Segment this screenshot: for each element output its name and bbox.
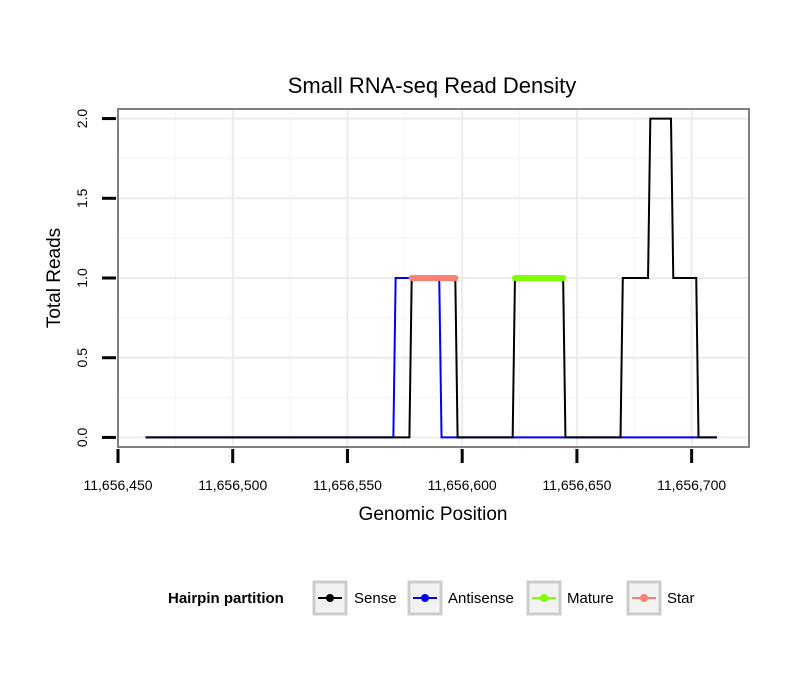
y-tick-label: 0.0 [74,427,90,447]
x-axis-title: Genomic Position [359,504,508,525]
legend-label-star: Star [667,590,695,607]
chart-title: Small RNA-seq Read Density [288,73,577,98]
legend-label-sense: Sense [354,590,397,607]
legend-title: Hairpin partition [168,590,284,607]
y-axis: 0.0 0.5 1.0 1.5 2.0 [74,109,116,447]
y-axis-title: Total Reads [44,228,65,328]
legend-key-point [540,594,548,602]
legend-key-point [421,594,429,602]
y-tick-label: 2.0 [74,109,90,129]
plot-border [117,108,750,448]
y-tick-label: 1.5 [74,188,90,208]
legend: Hairpin partition Sense Antisense Mature St… [168,580,695,616]
x-tick-label: 11,656,500 [198,477,267,493]
y-tick-label: 1.0 [74,268,90,288]
legend-key-point [326,594,334,602]
x-tick-label: 11,656,650 [542,477,611,493]
legend-label-antisense: Antisense [448,590,514,607]
x-tick-label: 11,656,550 [313,477,382,493]
x-tick-label: 11,656,450 [83,477,152,493]
y-tick-label: 0.5 [74,348,90,368]
x-tick-label: 11,656,700 [657,477,726,493]
x-axis: 11,656,450 11,656,500 11,656,550 11,656,600… [83,449,726,493]
x-tick-label: 11,656,600 [428,477,497,493]
legend-label-mature: Mature [567,590,614,607]
series-layer [145,117,717,439]
legend-key-point [640,594,648,602]
